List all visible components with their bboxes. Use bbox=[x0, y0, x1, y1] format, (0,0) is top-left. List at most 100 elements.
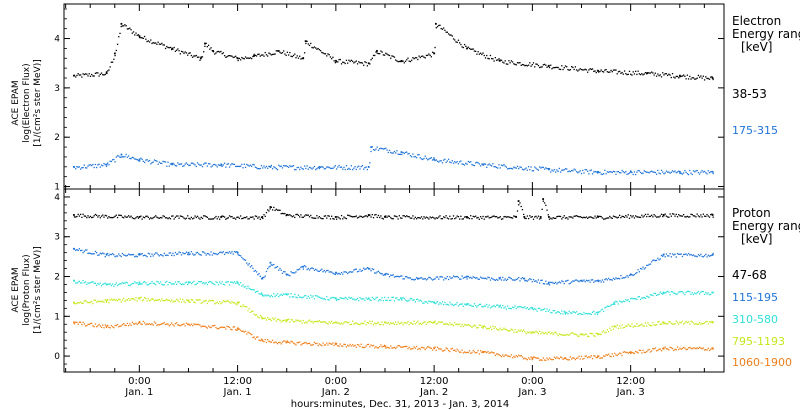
trace-point bbox=[312, 167, 314, 169]
trace-point bbox=[347, 168, 349, 170]
trace-point bbox=[311, 46, 313, 49]
trace-point bbox=[164, 161, 167, 163]
trace-point bbox=[241, 306, 243, 308]
trace-point bbox=[622, 327, 624, 329]
trace-point bbox=[287, 214, 290, 216]
trace-point bbox=[142, 255, 145, 257]
trace-point bbox=[700, 75, 702, 77]
trace-point bbox=[612, 355, 615, 357]
trace-point bbox=[594, 215, 596, 217]
trace-point bbox=[583, 311, 585, 314]
trace-point bbox=[556, 333, 558, 335]
trace-point bbox=[291, 341, 293, 343]
trace-point bbox=[119, 283, 121, 285]
trace-point bbox=[439, 301, 441, 304]
trace-point bbox=[412, 347, 414, 350]
trace-point bbox=[509, 356, 511, 358]
trace-point bbox=[254, 54, 257, 57]
trace-point bbox=[294, 53, 296, 55]
trace-point bbox=[156, 160, 158, 162]
trace-point bbox=[481, 163, 483, 165]
trace-point bbox=[375, 272, 377, 274]
trace-point bbox=[354, 166, 356, 168]
trace-point bbox=[156, 43, 158, 45]
trace-point bbox=[641, 323, 643, 325]
trace-point bbox=[275, 341, 277, 344]
trace-point bbox=[276, 209, 279, 211]
trace-point bbox=[124, 24, 126, 26]
trace-point bbox=[190, 251, 193, 253]
trace-point bbox=[402, 296, 404, 299]
trace-point bbox=[520, 278, 522, 280]
trace-point bbox=[573, 168, 575, 170]
x-tick-label-day: Jan. 3 bbox=[517, 387, 546, 398]
trace-point bbox=[484, 163, 487, 165]
trace-point bbox=[630, 325, 632, 327]
trace-point bbox=[204, 283, 206, 285]
trace-point bbox=[422, 302, 424, 304]
trace-point bbox=[438, 278, 440, 280]
trace-point bbox=[425, 157, 428, 159]
trace-point bbox=[495, 215, 498, 218]
trace-point bbox=[587, 170, 589, 172]
trace-point bbox=[166, 254, 168, 256]
trace-point bbox=[631, 74, 633, 76]
trace-point bbox=[435, 276, 437, 278]
trace-point bbox=[689, 291, 691, 293]
trace-point bbox=[527, 308, 530, 311]
trace-point bbox=[107, 324, 109, 327]
trace-point bbox=[135, 32, 137, 34]
trace-point bbox=[219, 251, 221, 254]
trace-point bbox=[393, 346, 396, 349]
trace-point bbox=[303, 322, 306, 324]
trace-point bbox=[215, 164, 217, 166]
trace-point bbox=[470, 352, 472, 355]
trace-point bbox=[510, 354, 513, 356]
trace-point bbox=[124, 155, 126, 158]
trace-point bbox=[193, 323, 195, 325]
trace-point bbox=[639, 324, 642, 326]
trace-point bbox=[235, 329, 237, 331]
trace-point bbox=[531, 170, 533, 172]
trace-point bbox=[258, 168, 260, 170]
trace-point bbox=[556, 283, 558, 285]
trace-point bbox=[84, 281, 87, 283]
trace-point bbox=[89, 164, 92, 166]
trace-point bbox=[460, 325, 462, 328]
trace-point bbox=[348, 321, 350, 324]
trace-point bbox=[552, 358, 554, 361]
trace-point bbox=[116, 216, 119, 219]
trace-point bbox=[477, 51, 479, 53]
trace-point bbox=[594, 335, 596, 337]
trace-point bbox=[121, 25, 124, 27]
trace-point bbox=[478, 53, 481, 55]
trace-point bbox=[451, 217, 453, 220]
trace-point bbox=[471, 163, 473, 166]
trace-point bbox=[248, 57, 250, 60]
trace-point bbox=[635, 298, 637, 300]
data-point bbox=[466, 47, 468, 50]
data-point bbox=[261, 293, 264, 296]
trace-point bbox=[329, 297, 332, 299]
trace-point bbox=[559, 68, 562, 71]
trace-point bbox=[131, 156, 133, 159]
trace-point bbox=[516, 278, 519, 280]
trace-point bbox=[687, 347, 690, 349]
trace-point bbox=[667, 255, 669, 257]
trace-point bbox=[120, 325, 122, 327]
trace-point bbox=[607, 353, 610, 355]
trace-point bbox=[263, 55, 265, 57]
trace-point bbox=[508, 330, 510, 332]
trace-point bbox=[249, 288, 252, 290]
trace-point bbox=[326, 342, 328, 344]
trace-point bbox=[242, 57, 244, 60]
trace-point bbox=[685, 348, 687, 351]
trace-point bbox=[127, 28, 130, 30]
trace-point bbox=[75, 249, 77, 252]
trace-point bbox=[259, 314, 261, 317]
trace-point bbox=[283, 293, 285, 295]
trace-point bbox=[292, 272, 295, 274]
trace-point bbox=[414, 278, 417, 281]
trace-point bbox=[680, 348, 682, 350]
trace-point bbox=[472, 276, 474, 278]
